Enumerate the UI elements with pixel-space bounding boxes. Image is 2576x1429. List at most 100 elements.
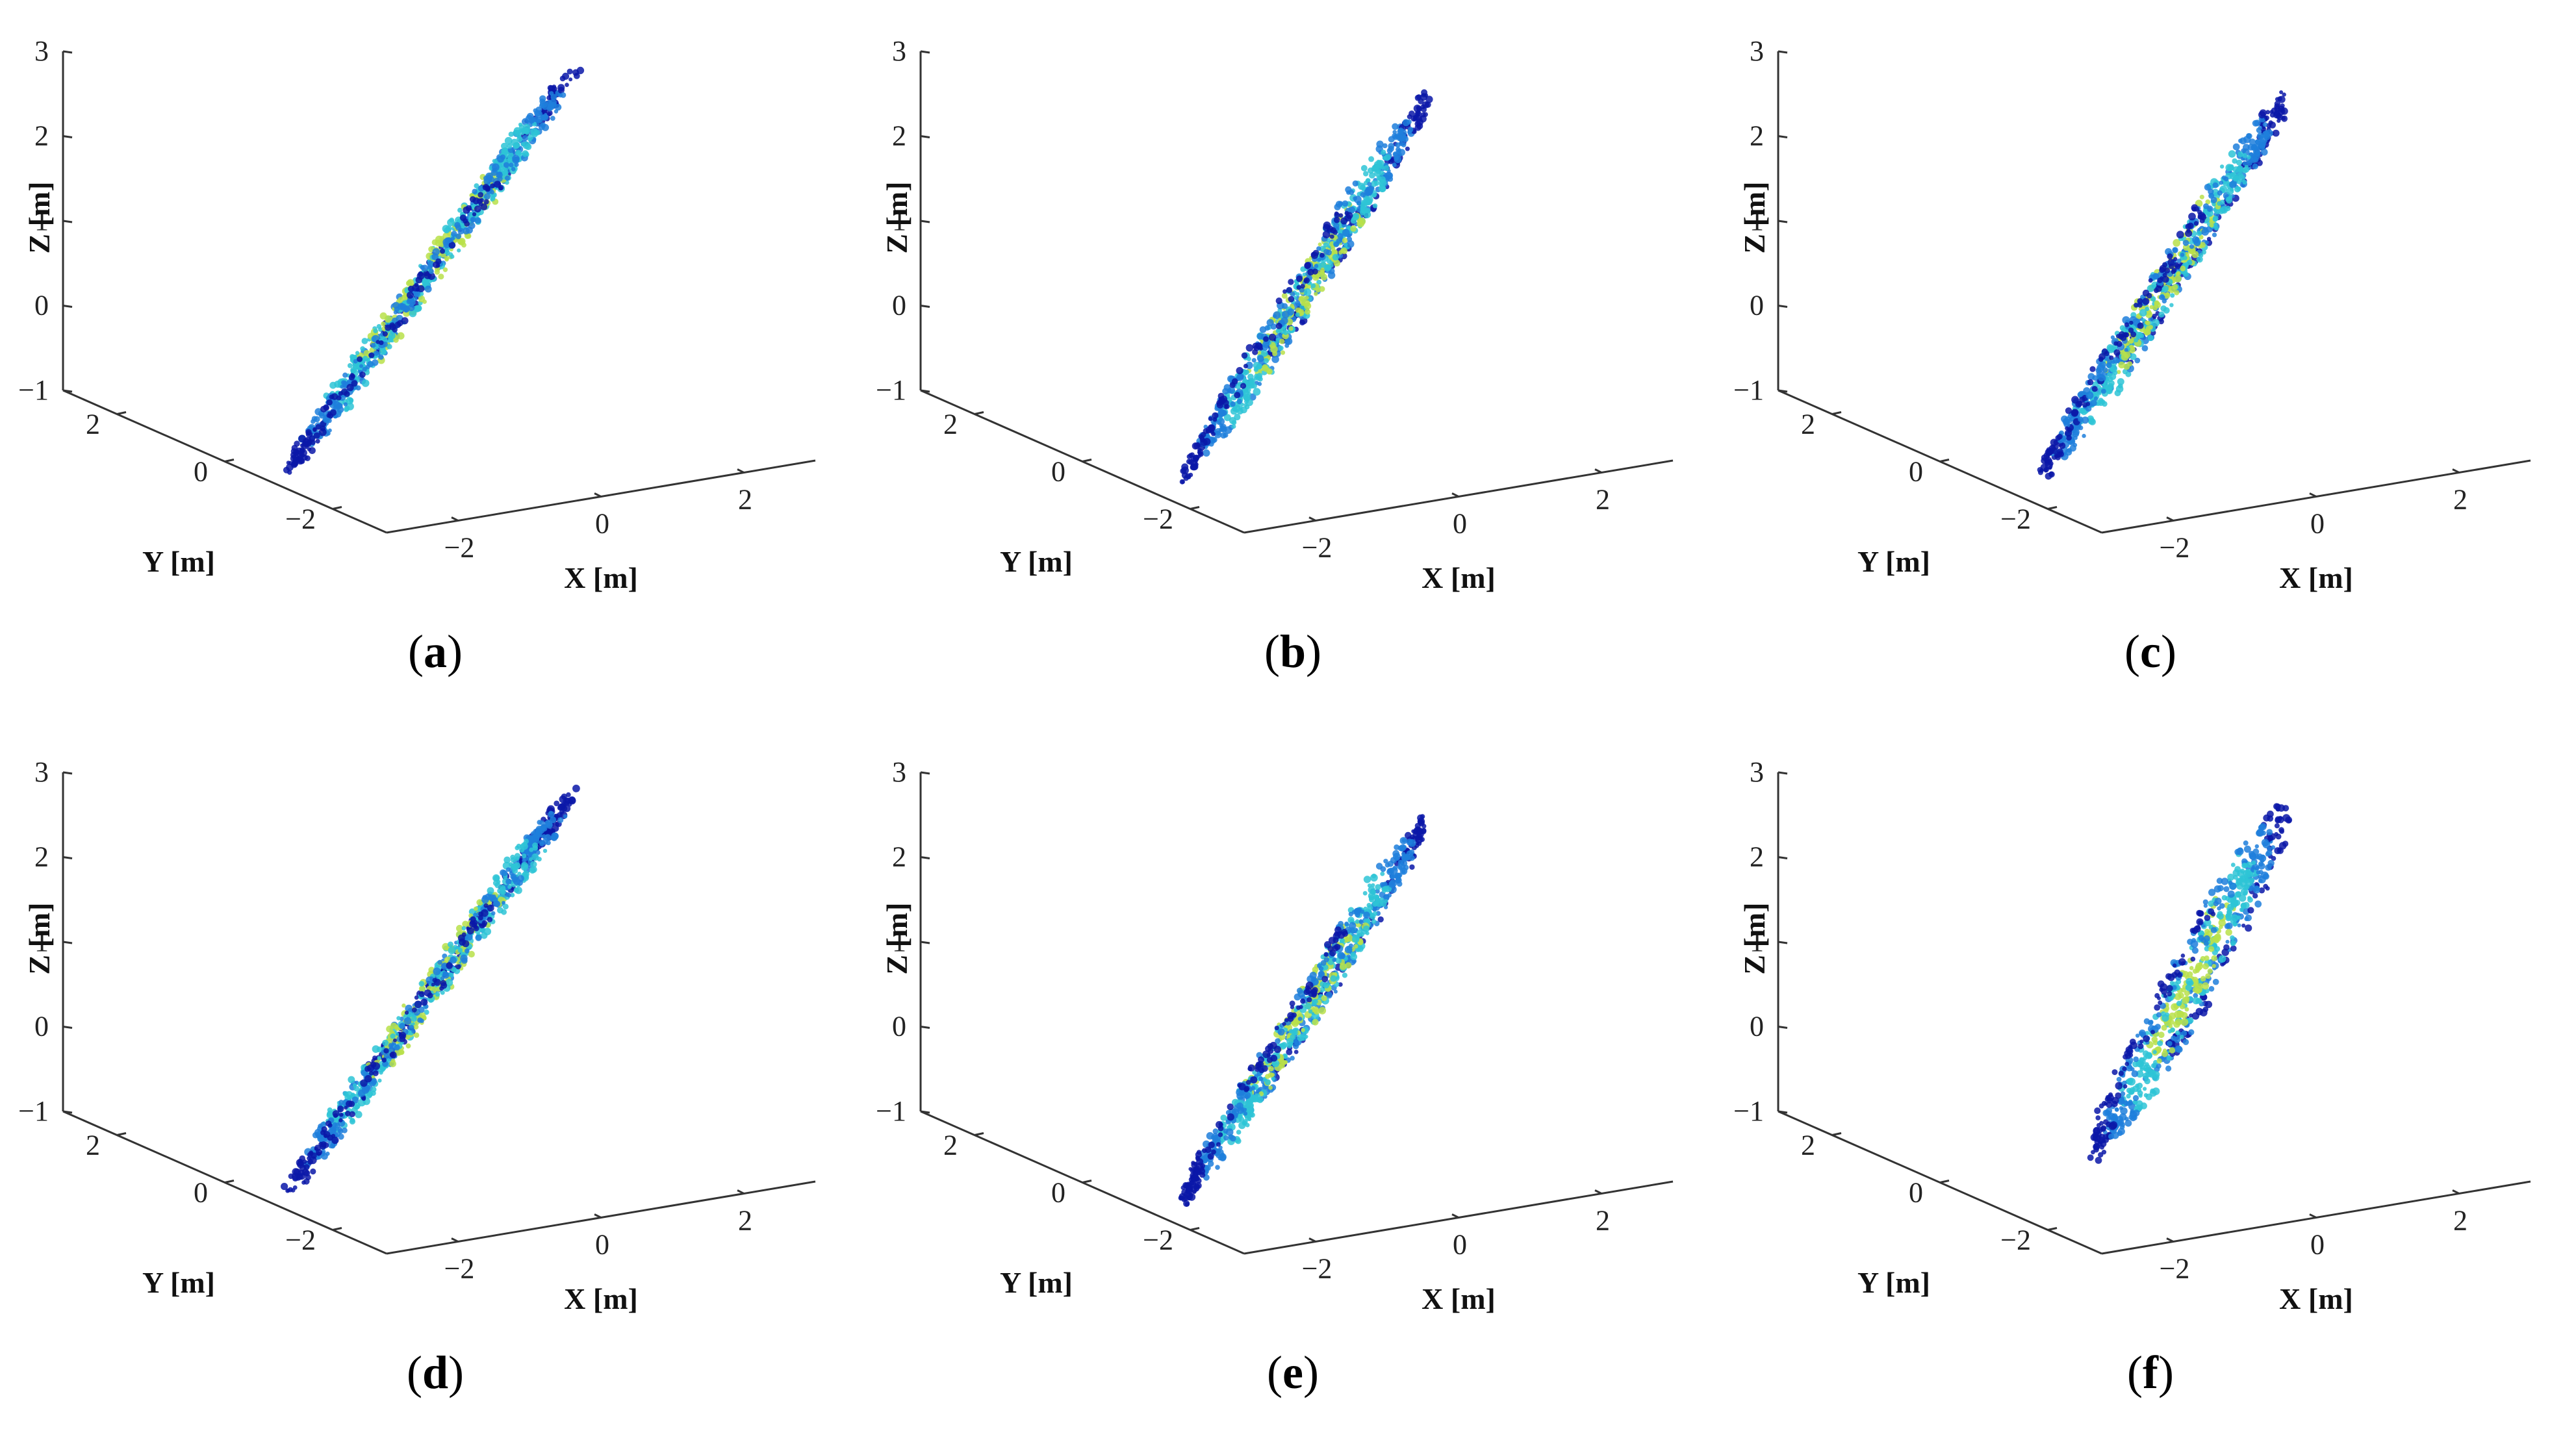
cloud-point: [359, 372, 366, 378]
cloud-point: [1314, 292, 1318, 296]
cloud-point: [1379, 170, 1384, 175]
cloud-point: [311, 419, 315, 424]
cloud-point: [287, 1189, 290, 1193]
cloud-point: [462, 926, 466, 931]
cloud-point: [2264, 116, 2269, 121]
cloud-point: [481, 203, 488, 210]
cloud-point: [522, 135, 528, 141]
z-axis-label: Z [m]: [880, 181, 913, 253]
cloud-point: [367, 1065, 374, 1072]
cloud-point: [2217, 190, 2223, 196]
cloud-point: [1307, 269, 1314, 275]
cloud-point: [557, 817, 563, 823]
cloud-point: [362, 1096, 366, 1100]
cloud-point: [505, 137, 513, 145]
cloud-point: [493, 880, 499, 886]
cloud-point: [505, 175, 510, 181]
cloud-point: [1409, 865, 1414, 870]
cloud-point: [1399, 844, 1407, 852]
cloud-point: [341, 388, 348, 396]
cloud-point: [1403, 119, 1410, 126]
y-tick-label: 0: [194, 456, 208, 488]
point-cloud: [283, 67, 584, 475]
cloud-point: [1381, 901, 1386, 907]
x-tick-label: 2: [738, 1205, 752, 1237]
cloud-point: [487, 905, 494, 912]
z-tick-label: 2: [892, 841, 906, 873]
cloud-point: [497, 156, 504, 163]
cloud-point: [2167, 253, 2173, 259]
cloud-point: [544, 821, 550, 828]
cloud-point: [283, 467, 290, 474]
cloud-point: [1218, 1132, 1223, 1137]
cloud-point: [303, 1159, 307, 1164]
cloud-point: [2180, 253, 2185, 257]
cloud-point: [507, 893, 511, 898]
cloud-point: [492, 168, 496, 171]
cloud-point: [539, 820, 544, 826]
cloud-point: [348, 1076, 355, 1083]
cloud-point: [1296, 275, 1303, 282]
cloud-point: [2085, 392, 2093, 399]
cloud-point: [337, 396, 342, 401]
cloud-point: [479, 198, 484, 203]
cloud-point: [2160, 265, 2167, 272]
x-tick-mark: [452, 1239, 458, 1242]
cloud-point: [406, 1043, 411, 1048]
cloud-point: [1295, 292, 1300, 297]
cloud-point: [1195, 442, 1200, 447]
z-tick-label: 3: [892, 35, 906, 67]
y-tick-mark: [1190, 1228, 1199, 1230]
cloud-point: [1387, 868, 1392, 874]
cloud-point: [1320, 271, 1325, 276]
cloud-point: [1186, 459, 1192, 464]
cloud-point: [2113, 370, 2117, 375]
x-tick-label: 2: [1596, 484, 1610, 516]
cloud-point: [2109, 355, 2113, 360]
z-tick-mark: [921, 1111, 930, 1113]
cloud-point: [1329, 937, 1336, 944]
cloud-point: [1312, 1019, 1318, 1026]
cloud-point: [1223, 433, 1228, 438]
cloud-point: [349, 374, 355, 380]
cloud-point: [411, 1030, 415, 1033]
cloud-point: [466, 205, 472, 211]
cloud-point: [1259, 347, 1263, 351]
cloud-point: [2160, 305, 2167, 312]
cloud-point: [1409, 110, 1415, 117]
cloud-point: [2260, 144, 2265, 149]
cloud-point: [521, 864, 528, 871]
cloud-point: [2255, 139, 2261, 145]
cloud-point: [1320, 253, 1325, 258]
cloud-point: [1211, 1150, 1216, 1155]
cloud-point: [421, 265, 428, 272]
cloud-point: [2041, 457, 2047, 464]
cloud-point: [1276, 297, 1282, 304]
x-tick-mark: [452, 518, 458, 521]
z-tick-mark: [1778, 221, 1787, 222]
cloud-point: [357, 357, 363, 362]
cloud-point: [2155, 285, 2162, 292]
cloud-point: [1398, 127, 1404, 133]
cloud-point: [1304, 262, 1310, 269]
y-tick-label: 2: [86, 1130, 100, 1161]
cloud-point: [1183, 1200, 1190, 1207]
cloud-point: [1257, 355, 1264, 362]
cloud-point: [420, 999, 427, 1006]
cloud-point: [567, 69, 573, 75]
cloud-point: [1295, 1041, 1299, 1046]
cloud-point: [442, 225, 450, 233]
y-tick-label: −2: [1143, 503, 1173, 535]
cloud-point: [481, 922, 487, 928]
cloud-point: [425, 286, 432, 293]
cloud-point: [2124, 351, 2130, 358]
cloud-point: [381, 322, 385, 326]
cloud-point: [1234, 392, 1240, 398]
cloud-point: [1415, 95, 1422, 101]
y-axis-label: Y [m]: [1857, 545, 1930, 578]
cloud-point: [355, 1104, 360, 1109]
cloud-point: [502, 901, 505, 905]
cloud-point: [1213, 1128, 1219, 1134]
z-tick-mark: [63, 390, 72, 392]
